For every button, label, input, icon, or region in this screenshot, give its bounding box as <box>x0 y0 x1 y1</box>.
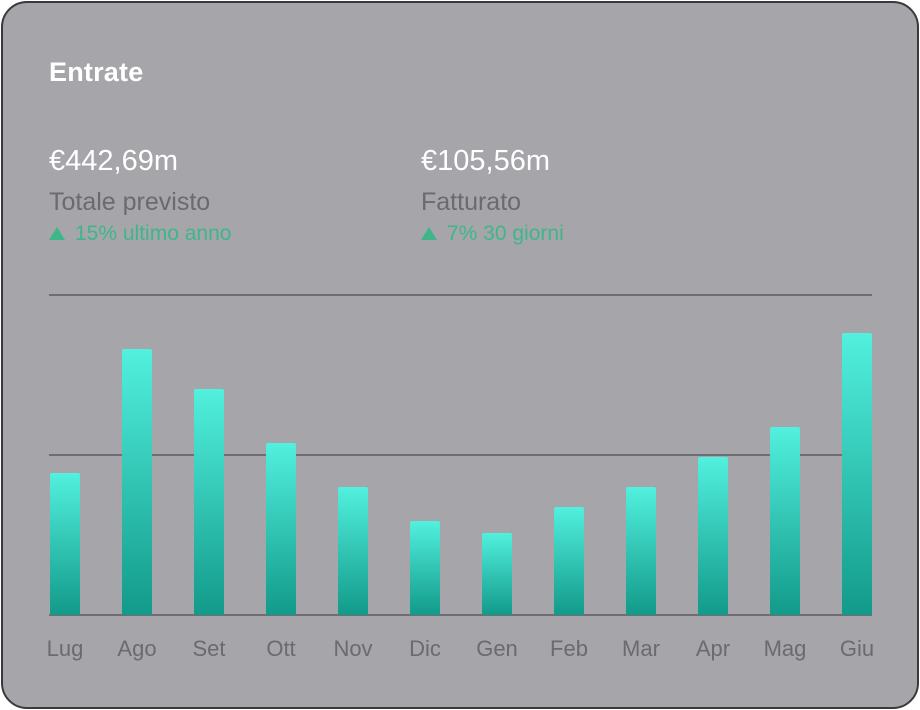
x-tick-label-giu: Giu <box>840 636 874 661</box>
card-title: Entrate <box>49 57 144 87</box>
metric-invoiced: €105,56m Fatturato 7% 30 giorni <box>421 143 564 247</box>
x-tick-label-dic: Dic <box>409 636 441 661</box>
x-tick-label-ott: Ott <box>266 636 295 661</box>
bar-set <box>194 389 224 615</box>
metric-total-forecast-label: Totale previsto <box>49 188 211 216</box>
bar-apr <box>698 457 728 615</box>
x-tick-label-ago: Ago <box>117 636 156 661</box>
trend-up-icon <box>421 226 437 240</box>
x-tick-label-mar: Mar <box>622 636 660 661</box>
bar-feb <box>554 507 584 615</box>
bar-gen <box>482 533 512 615</box>
revenue-bar-chart: Lug Ago Set Ott Nov Dic Gen Feb Mar Apr Mag Giu <box>47 294 874 661</box>
bar-giu <box>842 333 872 615</box>
metric-invoiced-label: Fatturato <box>421 188 522 216</box>
bar-nov <box>338 487 368 615</box>
bar-ott <box>266 443 296 615</box>
metric-total-forecast: €442,69m Totale previsto 15% ultimo anno <box>49 143 231 247</box>
bar-lug <box>50 473 80 615</box>
x-tick-label-nov: Nov <box>333 636 372 661</box>
trend-up-icon <box>49 226 65 240</box>
metric-total-forecast-value: €442,69m <box>49 145 178 177</box>
x-tick-label-set: Set <box>192 636 225 661</box>
x-tick-label-apr: Apr <box>696 636 730 661</box>
metric-total-forecast-change-text: 15% ultimo anno <box>75 222 232 245</box>
metric-invoiced-value: €105,56m <box>421 145 550 177</box>
x-tick-label-lug: Lug <box>47 636 84 661</box>
bar-ago <box>122 349 152 615</box>
x-tick-label-gen: Gen <box>476 636 518 661</box>
metric-total-forecast-change: 15% ultimo anno <box>49 221 231 247</box>
metric-invoiced-change: 7% 30 giorni <box>421 221 564 247</box>
x-tick-label-feb: Feb <box>550 636 588 661</box>
bar-mar <box>626 487 656 615</box>
bar-dic <box>410 521 440 615</box>
metric-invoiced-change-text: 7% 30 giorni <box>447 222 564 245</box>
x-tick-label-mag: Mag <box>764 636 807 661</box>
bar-mag <box>770 427 800 615</box>
